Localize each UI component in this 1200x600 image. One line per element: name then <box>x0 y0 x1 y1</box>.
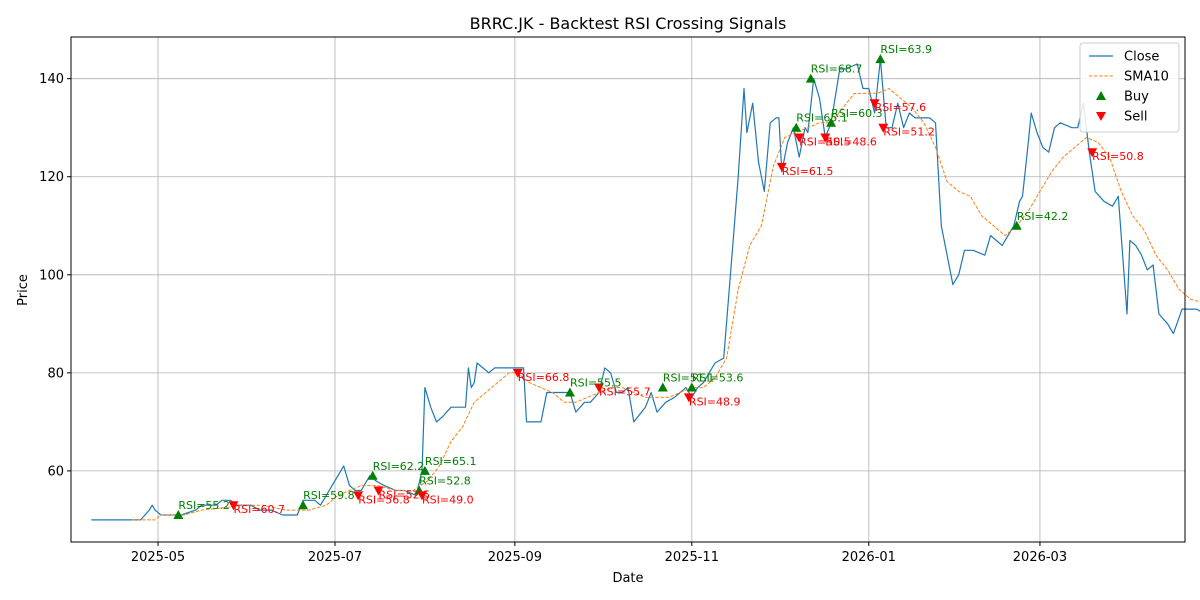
sell-annotation: RSI=57.6 <box>875 101 927 114</box>
buy-annotation: RSI=65.1 <box>425 455 477 468</box>
buy-annotation: RSI=55.5 <box>570 376 622 389</box>
buy-marker <box>875 54 886 64</box>
buy-annotation: RSI=60.3 <box>831 107 883 120</box>
y-tick-label: 60 <box>47 464 64 479</box>
legend-label-buy: Buy <box>1124 90 1149 105</box>
buy-annotation: RSI=53.6 <box>692 372 744 385</box>
buy-marker <box>367 470 378 480</box>
sell-annotation: RSI=56.8 <box>358 493 410 506</box>
sell-annotation: RSI=55.7 <box>599 386 651 399</box>
y-tick-label: 100 <box>39 268 64 283</box>
legend-buy-swatch <box>1096 91 1106 100</box>
sell-annotation: RSI=66.8 <box>518 371 570 384</box>
x-tick-label: 2025-09 <box>488 550 542 565</box>
buy-annotation: RSI=51.1 <box>663 372 715 385</box>
sell-annotation: RSI=61.5 <box>782 165 834 178</box>
x-axis-label: Date <box>612 571 643 586</box>
buy-annotation: RSI=65.1 <box>796 112 848 125</box>
sell-marker <box>593 383 604 393</box>
y-axis-label: Price <box>16 274 31 306</box>
sell-marker <box>776 162 787 172</box>
x-tick-label: 2025-11 <box>665 550 719 565</box>
sell-marker <box>794 133 805 143</box>
buy-marker <box>686 382 697 392</box>
y-axis: 60 80 100 120 140 <box>39 72 71 479</box>
sell-marker <box>1087 148 1098 158</box>
sell-annotation: RSI=49.0 <box>422 493 474 506</box>
chart-title: BRRC.JK - Backtest RSI Crossing Signals <box>470 14 787 33</box>
grid <box>71 37 1185 542</box>
buy-marker <box>564 387 575 397</box>
buy-marker <box>826 117 837 127</box>
buy-annotation: RSI=59.8 <box>303 489 355 502</box>
buy-marker <box>173 510 184 520</box>
buy-marker <box>791 122 802 132</box>
sell-annotation: RSI=48.9 <box>689 395 741 408</box>
legend-label-close: Close <box>1124 50 1159 65</box>
y-tick-label: 80 <box>47 366 64 381</box>
sell-marker <box>512 368 523 378</box>
y-tick-label: 120 <box>39 170 64 185</box>
buy-annotation: RSI=52.8 <box>419 475 471 488</box>
sell-annotation: RSI=51.2 <box>883 126 935 139</box>
x-tick-label: 2025-05 <box>131 550 185 565</box>
sell-annotation: RSI=48.6 <box>825 136 877 149</box>
sell-marker <box>353 491 364 501</box>
buy-marker <box>419 465 430 475</box>
x-tick-label: 2026-01 <box>842 550 896 565</box>
sell-annotation: RSI=52.5 <box>379 489 431 502</box>
legend-frame <box>1079 42 1180 133</box>
x-axis: 2025-05 2025-07 2025-09 2025-11 2026-01 2026-… <box>131 542 1067 565</box>
sell-marker <box>878 123 889 133</box>
buy-marker <box>1011 220 1022 230</box>
buy-annotation: RSI=55.2 <box>178 499 230 512</box>
signal-annotations: RSI=55.2 RSI=59.8 RSI=62.2 RSI=52.8 RSI=65.1… <box>178 43 1144 516</box>
sell-marker <box>417 491 428 501</box>
legend-label-sell: Sell <box>1124 110 1147 125</box>
sell-marker <box>373 486 384 496</box>
y-tick-label: 140 <box>39 72 64 87</box>
plot-frame <box>70 36 1186 543</box>
buy-marker <box>298 500 309 510</box>
signal-markers <box>173 54 1098 520</box>
legend-label-sma: SMA10 <box>1124 70 1169 85</box>
sma-series-line <box>131 88 1200 521</box>
legend-sell-swatch <box>1096 112 1106 121</box>
buy-annotation: RSI=62.2 <box>373 460 425 473</box>
buy-annotation: RSI=63.9 <box>880 43 932 56</box>
buy-annotation: RSI=68.7 <box>811 63 863 76</box>
sell-annotation: RSI=50.5 <box>799 136 851 149</box>
sell-marker <box>820 133 831 143</box>
sell-marker <box>228 501 239 511</box>
sell-annotation: RSI=50.8 <box>1092 150 1144 163</box>
x-tick-label: 2026-03 <box>1013 550 1067 565</box>
sell-marker <box>869 99 880 109</box>
sell-annotation: RSI=60.7 <box>233 503 285 516</box>
legend: Close SMA10 Buy Sell <box>1079 42 1180 133</box>
buy-annotation: RSI=42.2 <box>1017 210 1069 223</box>
buy-marker <box>805 73 816 83</box>
sell-marker <box>683 393 694 403</box>
x-tick-label: 2025-07 <box>308 550 362 565</box>
buy-marker <box>657 382 668 392</box>
